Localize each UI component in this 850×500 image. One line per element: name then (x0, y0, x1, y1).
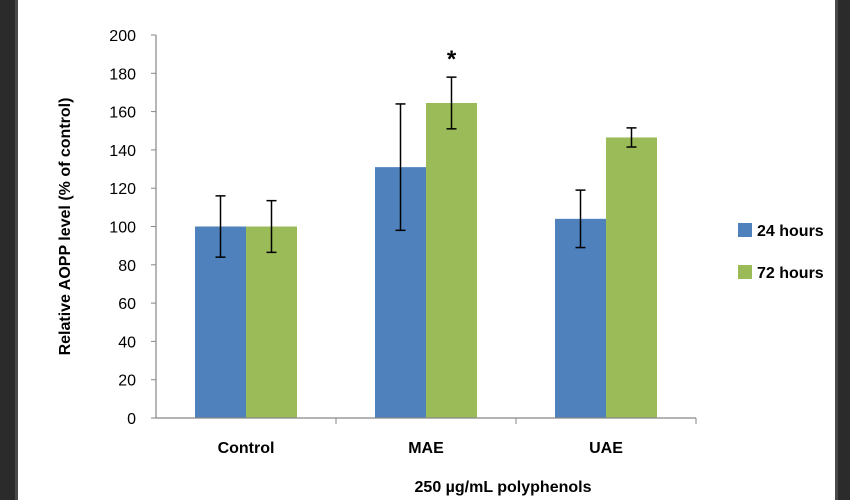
bar (195, 226, 246, 418)
significance-marker: * (447, 46, 457, 73)
x-tick-label: MAE (408, 440, 444, 457)
legend: 24 hours 72 hours (738, 223, 824, 282)
y-tick-label: 20 (118, 373, 136, 390)
bar (606, 137, 657, 418)
y-tick-label: 120 (109, 181, 136, 198)
x-tick-label: Control (218, 440, 275, 457)
category-labels: Control MAE UAE (218, 440, 624, 457)
legend-label: 24 hours (757, 223, 824, 240)
legend-swatch (738, 223, 752, 237)
annotations: * (447, 46, 457, 73)
y-tick-label: 0 (127, 411, 136, 428)
bar (555, 218, 606, 418)
y-tick-label: 100 (109, 220, 136, 237)
x-tick-label: UAE (589, 440, 623, 457)
bar (426, 102, 477, 419)
chart-frame: 0 20 40 60 80 100 120 140 160 180 200 Control MAE UA… (15, 0, 838, 500)
y-tick-label: 200 (109, 28, 136, 45)
bars (195, 102, 657, 419)
y-tick-label: 80 (118, 258, 136, 275)
x-axis-title: 250 µg/mL polyphenols (415, 479, 592, 496)
y-tick-label: 60 (118, 296, 136, 313)
axes (151, 34, 697, 424)
bar-chart: 0 20 40 60 80 100 120 140 160 180 200 Control MAE UA… (57, 28, 824, 496)
bar (246, 226, 297, 418)
y-axis-title: Relative AOPP level (% of control) (57, 98, 74, 356)
y-tick-label: 40 (118, 334, 136, 351)
y-tick-label: 180 (109, 66, 136, 83)
y-tick-labels: 0 20 40 60 80 100 120 140 160 180 200 (109, 28, 136, 428)
legend-swatch (738, 265, 752, 279)
y-tick-label: 160 (109, 105, 136, 122)
legend-label: 72 hours (757, 265, 824, 282)
error-bars (215, 76, 637, 258)
y-tick-label: 140 (109, 143, 136, 160)
